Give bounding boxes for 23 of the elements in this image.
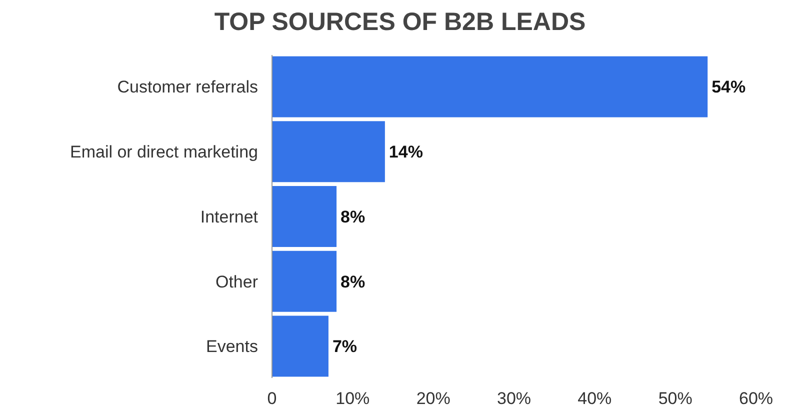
y-tick-label: Internet	[200, 207, 258, 226]
data-label: 8%	[340, 207, 366, 226]
y-tick-label: Customer referrals	[117, 78, 258, 97]
data-label: 54%	[712, 78, 746, 97]
bar	[272, 56, 708, 118]
y-tick-label: Email or direct marketing	[70, 142, 258, 162]
x-tick-label: 10%	[336, 389, 370, 408]
x-tick-label: 40%	[578, 389, 612, 408]
bar	[272, 250, 337, 312]
x-tick-label: 30%	[496, 389, 532, 408]
data-label: 8%	[340, 272, 366, 292]
x-tick-label: 50%	[658, 389, 692, 408]
y-tick-label: Events	[206, 337, 258, 356]
data-label: 14%	[388, 142, 423, 162]
bar	[272, 186, 337, 247]
x-tick-label: 0	[267, 389, 277, 408]
bar	[272, 316, 328, 377]
bar	[272, 121, 385, 182]
chart-title: TOP SOURCES OF B2B LEADS	[214, 8, 586, 36]
x-tick-label: 20%	[416, 389, 450, 408]
x-tick-label: 60%	[738, 389, 774, 408]
y-tick-label: Other	[215, 272, 258, 292]
data-label: 7%	[332, 337, 358, 356]
